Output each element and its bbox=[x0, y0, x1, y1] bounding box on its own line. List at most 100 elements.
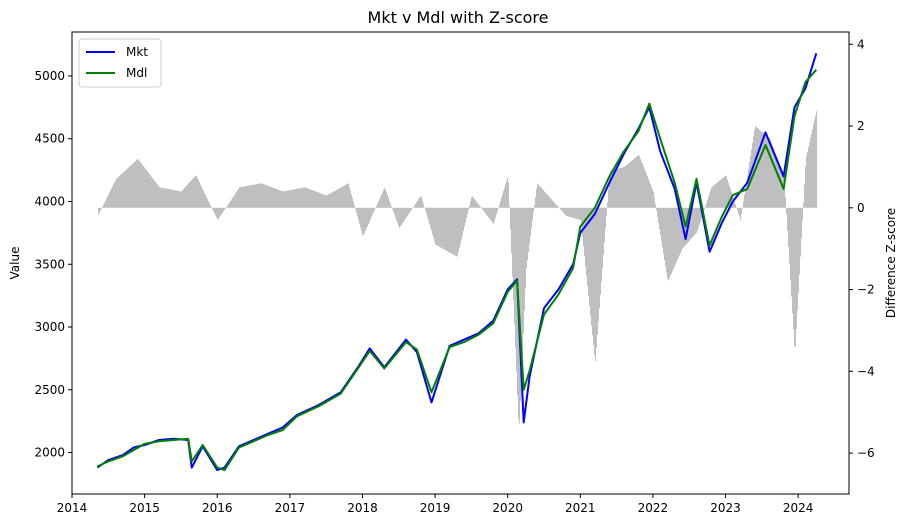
zscore-bar bbox=[390, 203, 391, 208]
zscore-bar bbox=[718, 181, 719, 208]
zscore-bar bbox=[662, 207, 663, 248]
zscore-bar bbox=[246, 186, 247, 208]
zscore-bar bbox=[381, 194, 382, 208]
zscore-bar bbox=[669, 207, 670, 278]
zscore-bar bbox=[786, 207, 787, 214]
zscore-bar bbox=[526, 207, 527, 268]
zscore-bar bbox=[130, 165, 131, 208]
zscore-bar bbox=[163, 188, 164, 208]
zscore-bar bbox=[255, 184, 256, 208]
zscore-bar bbox=[105, 200, 106, 208]
zscore-bar bbox=[164, 188, 165, 208]
zscore-bar bbox=[814, 120, 815, 208]
right-y-axis-label: Difference Z-score bbox=[884, 208, 898, 318]
zscore-bar bbox=[176, 190, 177, 208]
zscore-bar bbox=[294, 189, 295, 208]
zscore-bar bbox=[102, 206, 103, 208]
zscore-bar bbox=[573, 207, 574, 219]
zscore-bar bbox=[478, 204, 479, 208]
zscore-bar bbox=[144, 167, 145, 208]
zscore-bar bbox=[811, 133, 812, 208]
zscore-bar bbox=[647, 176, 648, 208]
zscore-bar bbox=[773, 148, 774, 208]
zscore-bar bbox=[199, 182, 200, 208]
zscore-bar bbox=[652, 189, 653, 208]
zscore-bar bbox=[655, 204, 656, 208]
zscore-bar bbox=[155, 181, 156, 208]
zscore-bar bbox=[808, 147, 809, 208]
zscore-bar bbox=[452, 207, 453, 255]
zscore-bar bbox=[794, 207, 795, 347]
zscore-bar bbox=[183, 189, 184, 208]
zscore-bar bbox=[403, 207, 404, 222]
zscore-bar bbox=[542, 189, 543, 208]
zscore-bar bbox=[115, 180, 116, 208]
zscore-bar bbox=[214, 207, 215, 214]
zscore-bar bbox=[806, 156, 807, 208]
zscore-bar bbox=[139, 160, 140, 208]
zscore-bar bbox=[782, 170, 783, 208]
zscore-bar bbox=[620, 168, 621, 208]
zscore-bar bbox=[645, 171, 646, 208]
zscore-bar bbox=[359, 207, 360, 224]
zscore-bar bbox=[746, 181, 747, 208]
zscore-bar bbox=[354, 205, 355, 208]
zscore-bar bbox=[289, 190, 290, 208]
zscore-bar bbox=[405, 207, 406, 219]
zscore-bar bbox=[475, 200, 476, 208]
zscore-bar bbox=[376, 205, 377, 208]
zscore-bar bbox=[278, 189, 279, 208]
zscore-bar bbox=[494, 207, 495, 222]
zscore-bar bbox=[112, 186, 113, 208]
zscore-bar bbox=[286, 190, 287, 208]
zscore-bar bbox=[789, 207, 790, 264]
zscore-bar bbox=[489, 207, 490, 219]
zscore-bar bbox=[537, 183, 538, 208]
zscore-bar bbox=[313, 190, 314, 208]
zscore-bar bbox=[293, 189, 294, 208]
zscore-bar bbox=[323, 194, 324, 208]
zscore-bar bbox=[760, 130, 761, 208]
zscore-bar bbox=[231, 199, 232, 208]
zscore-bar bbox=[616, 169, 617, 208]
zscore-bar bbox=[632, 160, 633, 208]
zscore-bar bbox=[613, 169, 614, 208]
zscore-bar bbox=[810, 138, 811, 208]
zscore-bar bbox=[790, 207, 791, 281]
zscore-bar bbox=[338, 188, 339, 208]
zscore-bar bbox=[536, 189, 537, 208]
zscore-bar bbox=[697, 207, 698, 231]
zscore-bar bbox=[154, 180, 155, 208]
zscore-bar bbox=[138, 159, 139, 208]
zscore-bar bbox=[261, 183, 262, 208]
zscore-bar bbox=[216, 207, 217, 218]
zscore-bar bbox=[269, 186, 270, 208]
zscore-bar bbox=[666, 207, 667, 273]
zscore-bar bbox=[165, 188, 166, 208]
zscore-bar bbox=[218, 207, 219, 219]
zscore-bar bbox=[260, 183, 261, 208]
zscore-bar bbox=[504, 187, 505, 208]
zscore-bar bbox=[416, 202, 417, 208]
zscore-bar bbox=[123, 172, 124, 208]
zscore-bar bbox=[116, 178, 117, 208]
zscore-bar bbox=[800, 207, 801, 257]
zscore-bar bbox=[780, 165, 781, 208]
zscore-bar bbox=[363, 207, 364, 236]
zscore-bar bbox=[178, 190, 179, 208]
zscore-bar bbox=[274, 188, 275, 208]
zscore-bar bbox=[706, 202, 707, 208]
zscore-bar bbox=[742, 207, 743, 209]
zscore-bar bbox=[167, 188, 168, 208]
x-tick-label: 2023 bbox=[710, 501, 741, 515]
zscore-bar bbox=[306, 187, 307, 208]
zscore-bar bbox=[562, 207, 563, 212]
zscore-bar bbox=[587, 207, 588, 286]
zscore-bar bbox=[320, 193, 321, 208]
zscore-bar bbox=[127, 168, 128, 208]
zscore-bar bbox=[202, 188, 203, 208]
left-y-axis: 2000 2500 3000 3500 4000 4500 5000 bbox=[34, 69, 72, 460]
zscore-bar bbox=[196, 176, 197, 208]
zscore-bar bbox=[387, 195, 388, 208]
zscore-bar bbox=[694, 207, 695, 236]
